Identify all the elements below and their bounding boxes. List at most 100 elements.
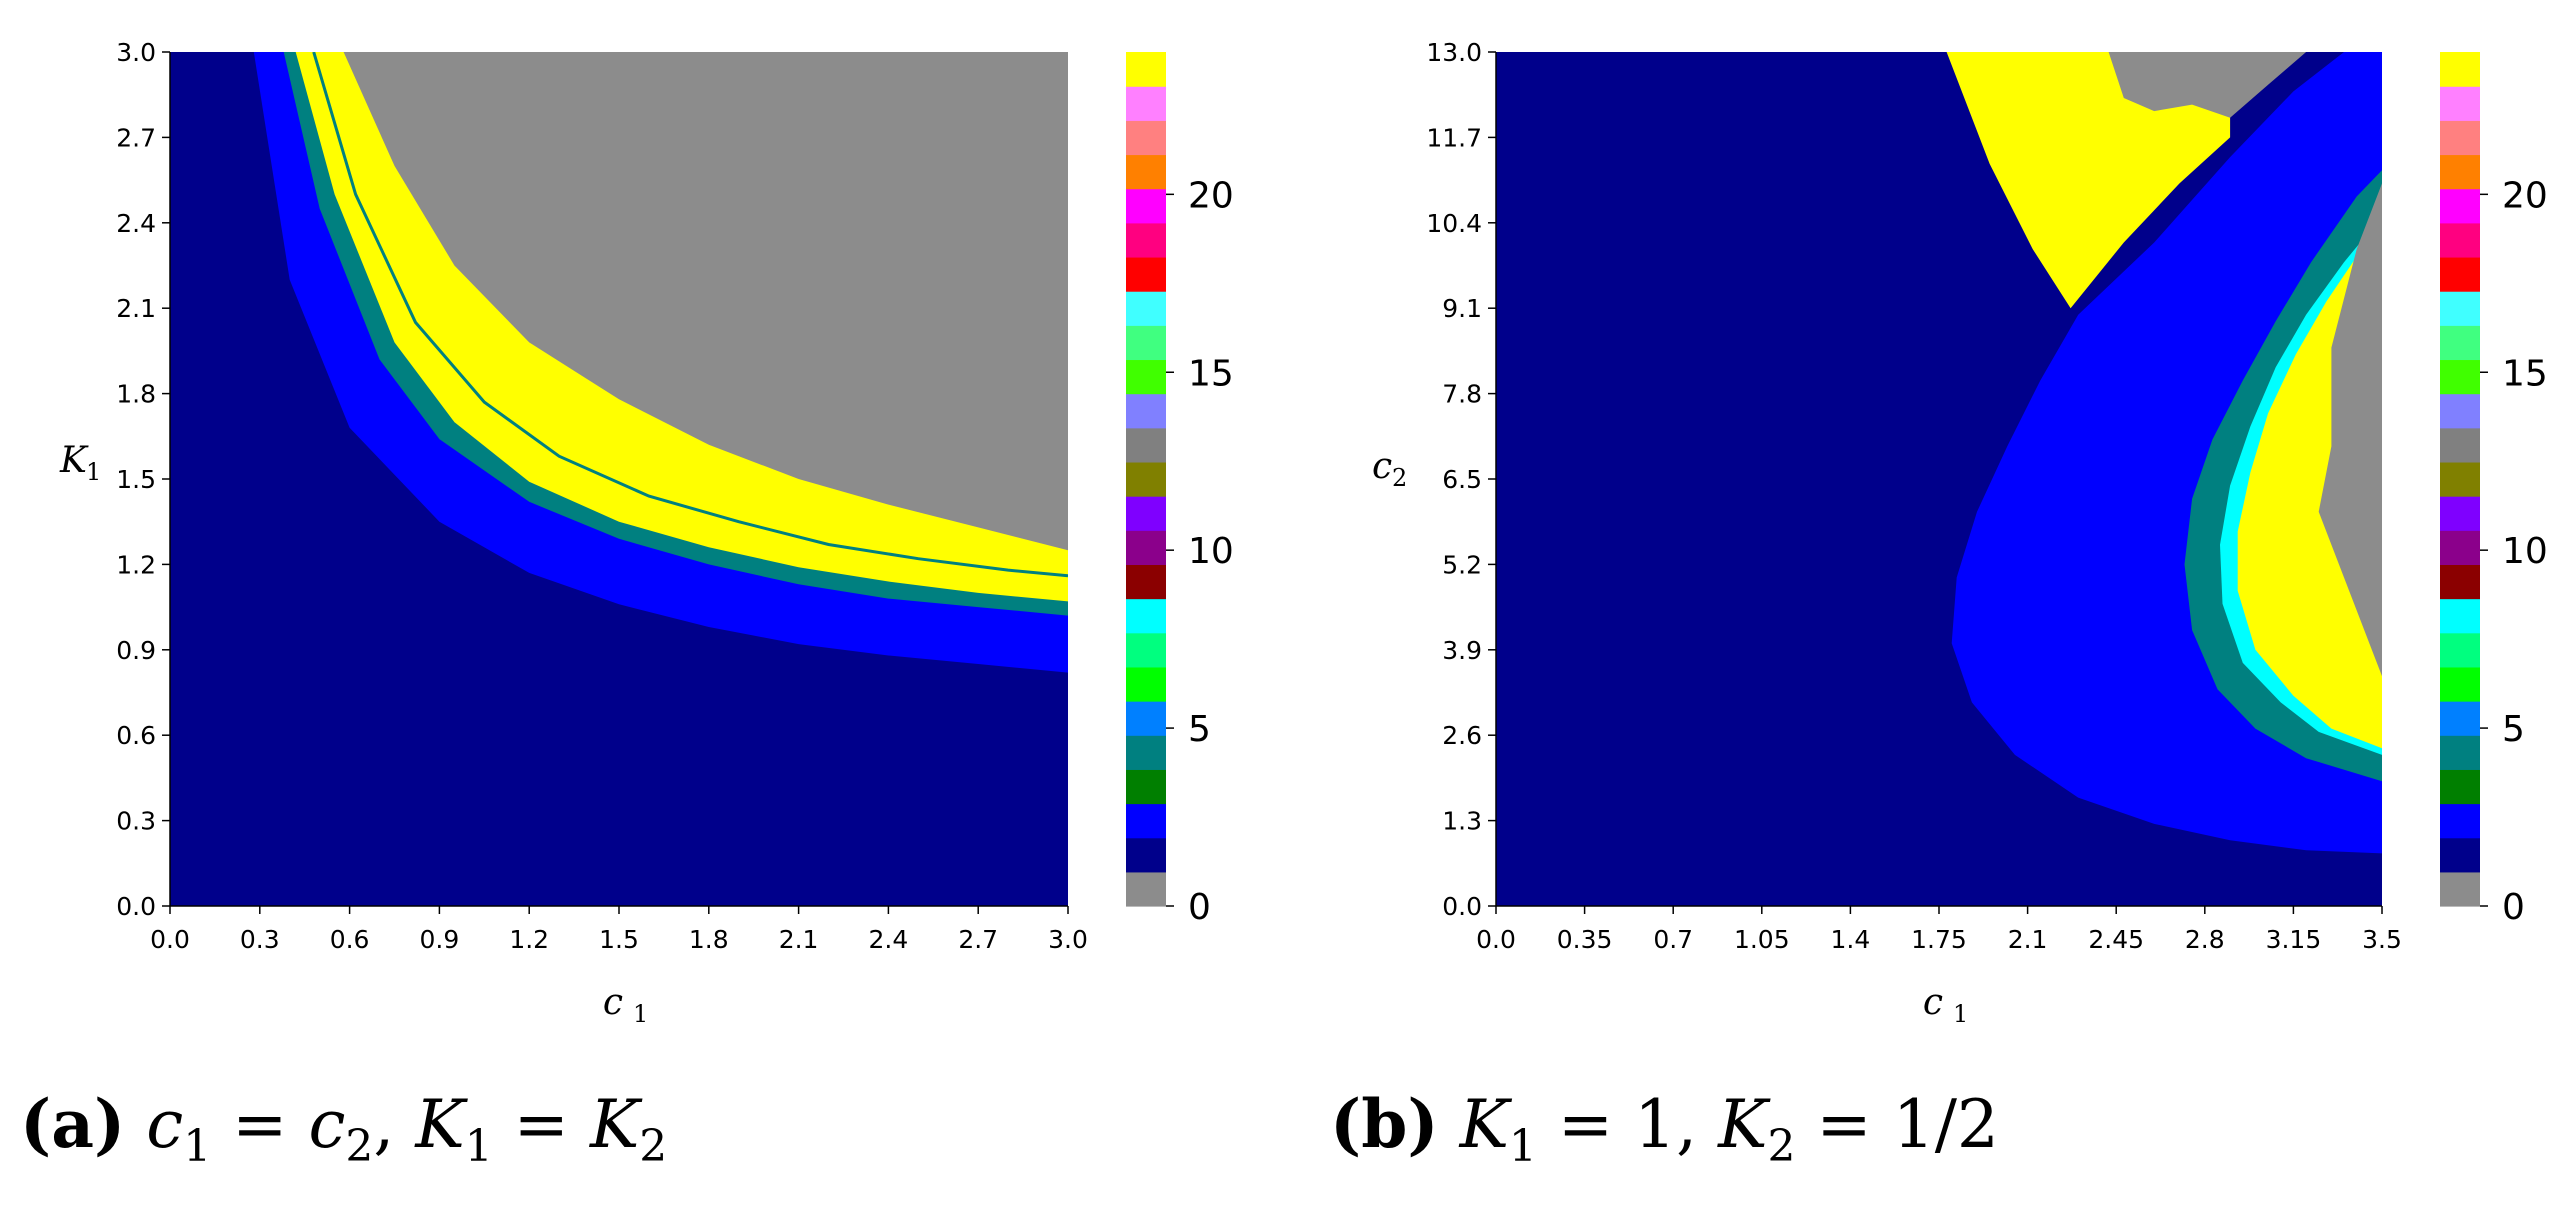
panel-a-colorbar-cell [1126, 701, 1166, 736]
panel-a-colorbar-cell [1126, 871, 1166, 907]
panel-b: 0.0 0.35 0.7 1.05 1.4 1.75 2.1 2.45 2.8 3.15 3.5 0.… [1372, 38, 2548, 1028]
panel-b-colorbar-tick-label: 0 [2502, 887, 2525, 928]
panel-b-colorbar-cell [2440, 325, 2480, 361]
caption-a-label: (a) [20, 1085, 126, 1163]
panel-a-colorbar-cell [1126, 769, 1166, 805]
panel-b-x-tick-label: 1.05 [1734, 925, 1790, 954]
panel-a-x-tick-label: 1.2 [509, 925, 549, 954]
panel-a-colorbar-cell [1126, 735, 1166, 770]
panel-b-colorbar-cell [2440, 769, 2480, 805]
panel-a-colorbar-cell [1126, 325, 1166, 361]
panel-a-colorbar-cell [1126, 598, 1166, 634]
panel-a-colorbar-cell [1126, 496, 1166, 531]
panel-b-y-tick-label: 0.0 [1442, 892, 1482, 921]
panel-a-y-tick-label: 0.6 [116, 721, 156, 750]
panel-a-y-tick-label: 0.0 [116, 892, 156, 921]
panel-b-colorbar-cell [2440, 735, 2480, 770]
panel-a-y-tick-label: 1.2 [116, 550, 156, 579]
panel-b-colorbar-cell [2440, 120, 2480, 156]
panel-b-x-tick-label: 3.15 [2266, 925, 2322, 954]
panel-a-colorbar-cell [1126, 427, 1166, 463]
panel-a-colorbar-cell [1126, 120, 1166, 156]
panel-a-y-tick-label: 2.4 [116, 209, 156, 238]
panel-b-y-tick-label: 9.1 [1442, 294, 1482, 323]
panel-a-colorbar-tick-label: 15 [1188, 353, 1234, 394]
panel-a-region-0 [343, 52, 1068, 551]
panel-b-region-0 [2318, 183, 2382, 677]
panel-a-colorbar-cell [1126, 461, 1166, 497]
caption-b-label: (b) [1330, 1085, 1439, 1163]
panel-b-colorbar-cell [2440, 427, 2480, 463]
panel-a-colorbar-tick-label: 10 [1188, 531, 1234, 572]
panel-b-x-tick-label: 1.75 [1911, 925, 1967, 954]
panel-a-colorbar-cell [1126, 256, 1166, 292]
panel-b-colorbar-cell [2440, 496, 2480, 531]
panel-a-colorbar-cell [1126, 393, 1166, 429]
panel-b-y-tick-label: 10.4 [1426, 209, 1482, 238]
panel-b-colorbar-tick-label: 15 [2502, 353, 2548, 394]
panel-a-y-tick-label: 0.3 [116, 807, 156, 836]
panel-b-colorbar-cell [2440, 291, 2480, 326]
panel-b-x-tick-label: 1.4 [1831, 925, 1871, 954]
panel-b-colorbar-cell [2440, 86, 2480, 121]
panel-a-x-axis-label-sub: 1 [633, 1000, 648, 1028]
panel-b-y-tick-label: 2.6 [1442, 721, 1482, 750]
panel-b-y-tick-label: 7.8 [1442, 380, 1482, 409]
panel-a-colorbar-cell [1126, 564, 1166, 600]
panel-b-colorbar-cell [2440, 871, 2480, 907]
panel-a-colorbar-cell [1126, 837, 1166, 873]
panel-b-colorbar-cell [2440, 154, 2480, 190]
panel-a-colorbar-tick-label: 20 [1188, 175, 1234, 216]
panel-b-plot-area [1496, 52, 2382, 906]
panel-b-y-tick-label: 3.9 [1442, 636, 1482, 665]
panel-a-colorbar-cell [1126, 86, 1166, 121]
panel-a-colorbar-cell [1126, 52, 1166, 87]
panel-a-x-tick-label: 1.8 [689, 925, 729, 954]
panel-b-x-tick-label: 0.35 [1557, 925, 1613, 954]
panel-b-y-tick-label: 11.7 [1426, 123, 1482, 152]
panel-a-x-tick-label: 3.0 [1048, 925, 1088, 954]
panel-a-y-tick-label: 2.1 [116, 294, 156, 323]
panel-a-colorbar-cell [1126, 154, 1166, 190]
panel-b-colorbar-tick-label: 5 [2502, 709, 2525, 750]
panel-b-colorbar-cell [2440, 52, 2480, 87]
panel-b-colorbar-cell [2440, 803, 2480, 839]
panel-a-x-axis-label: c [603, 982, 623, 1023]
panel-a-x-tick-label: 0.6 [330, 925, 370, 954]
panel-b-y-axis-label: c [1372, 446, 1392, 487]
panel-b-colorbar-tick-label: 20 [2502, 175, 2548, 216]
panel-b-colorbar-cell [2440, 256, 2480, 292]
panel-a-colorbar-tick-label: 0 [1188, 887, 1211, 928]
caption-a: (a) c1 = c2, K1 = K2 [20, 1085, 668, 1172]
panel-a-colorbar-tick-label: 5 [1188, 709, 1211, 750]
panel-a-colorbar-cell [1126, 188, 1166, 224]
panel-a-colorbar-cell [1126, 359, 1166, 395]
panel-a-fringe-line [312, 52, 1068, 578]
panel-a-x-tick-label: 2.7 [958, 925, 998, 954]
panel-b-x-tick-label: 2.1 [2008, 925, 2048, 954]
panel-b-colorbar-cell [2440, 837, 2480, 873]
panel-a-y-axis-label-sub: 1 [86, 458, 101, 486]
panel-b-region-24 [1946, 52, 2231, 309]
panel-a-colorbar-cell [1126, 803, 1166, 839]
panel-b-x-axis-label-sub: 1 [1953, 1000, 1968, 1028]
panel-a-x-tick-label: 0.0 [150, 925, 190, 954]
panel-b-y-tick-label: 13.0 [1426, 38, 1482, 67]
panel-a-x-tick-label: 1.5 [599, 925, 639, 954]
panel-a-y-tick-label: 2.7 [116, 123, 156, 152]
panel-a-plot-area [170, 52, 1068, 906]
panel-a-x-tick-label: 0.9 [420, 925, 460, 954]
panel-b-y-tick-label: 6.5 [1442, 465, 1482, 494]
panel-a-y-tick-label: 3.0 [116, 38, 156, 67]
caption-b: (b) K1 = 1, K2 = 1/2 [1330, 1085, 1999, 1172]
panel-b-x-tick-label: 2.45 [2088, 925, 2144, 954]
panel-a-colorbar-cell [1126, 222, 1166, 258]
panel-a-y-axis-label: K [59, 440, 89, 481]
panel-b-region-0 [2108, 52, 2307, 118]
panel-b-colorbar-cell [2440, 530, 2480, 565]
panel-b-colorbar-tick-label: 10 [2502, 531, 2548, 572]
panel-a-colorbar-cell [1126, 291, 1166, 326]
panel-b-colorbar-cell [2440, 701, 2480, 736]
panel-a-y-tick-label: 1.8 [116, 380, 156, 409]
panel-a-x-tick-label: 0.3 [240, 925, 280, 954]
